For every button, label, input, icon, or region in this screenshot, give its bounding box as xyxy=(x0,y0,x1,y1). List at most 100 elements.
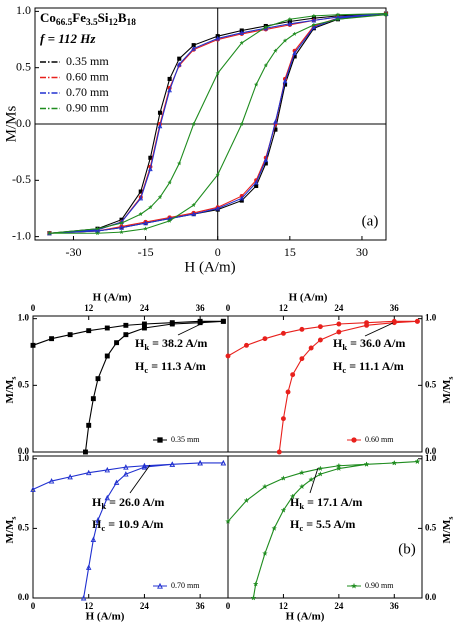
marker xyxy=(239,30,245,35)
subscript: s xyxy=(9,517,18,520)
text-part: = 38.2 A/m xyxy=(149,336,207,350)
marker xyxy=(123,332,129,338)
annotation-arrow xyxy=(309,467,319,494)
subscript: c xyxy=(101,523,105,533)
marker xyxy=(80,594,87,601)
y-tick-label: 1.0 xyxy=(425,453,437,463)
text-part: M/M xyxy=(441,379,453,403)
marker xyxy=(239,195,245,201)
marker xyxy=(167,76,172,82)
marker xyxy=(262,550,268,556)
y-tick-label: 0.5 xyxy=(425,522,437,532)
annotation: Hc = 11.1 A/m xyxy=(333,359,404,375)
annotation-arrow xyxy=(177,321,206,336)
marker xyxy=(335,465,342,472)
marker xyxy=(414,458,421,465)
marker xyxy=(239,198,244,203)
marker xyxy=(317,471,324,477)
marker xyxy=(285,389,291,395)
marker xyxy=(243,497,250,504)
marker xyxy=(46,230,52,236)
marker xyxy=(141,462,148,469)
marker xyxy=(191,202,197,208)
marker xyxy=(67,473,73,480)
marker xyxy=(335,16,341,22)
x-tick-label: 12 xyxy=(279,601,289,611)
x-tick-label: 24 xyxy=(140,601,150,611)
text-part: Si xyxy=(98,10,109,25)
subscript: k xyxy=(101,501,106,511)
panel-label: (b) xyxy=(398,541,416,557)
x-tick-label: 15 xyxy=(284,245,296,259)
marker xyxy=(167,87,172,93)
text-part: Co xyxy=(40,10,56,25)
text-part: H xyxy=(92,517,102,531)
y-axis-label: M/Ms xyxy=(4,377,18,404)
marker xyxy=(263,62,269,68)
annotation: Hk = 36.0 A/m xyxy=(333,336,405,352)
marker xyxy=(336,329,342,335)
marker xyxy=(282,38,288,43)
legend-marker xyxy=(157,437,163,443)
legend-marker xyxy=(351,437,357,443)
legend-label: 0.60 mm xyxy=(365,435,394,444)
x-tick-label: 0 xyxy=(226,601,231,611)
marker xyxy=(298,469,305,476)
annotation: Hc = 5.5 A/m xyxy=(290,517,355,533)
y-axis-label: M/Ms xyxy=(441,517,455,544)
marker xyxy=(272,48,278,53)
y-tick-label: 0.0 xyxy=(425,592,437,602)
y-tick-label: 1.0 xyxy=(18,453,30,463)
marker xyxy=(147,204,153,210)
marker xyxy=(119,220,124,226)
marker xyxy=(299,326,305,332)
marker xyxy=(104,494,111,501)
marker xyxy=(191,121,197,127)
text-part: M/M xyxy=(4,379,16,403)
y-tick-label: 0.5 xyxy=(18,522,30,532)
x-tick-label: 36 xyxy=(196,601,206,611)
marker xyxy=(290,372,296,378)
marker xyxy=(254,183,259,188)
subscript: k xyxy=(144,342,149,352)
x-tick-label: 30 xyxy=(356,245,368,259)
marker xyxy=(141,325,147,331)
legend-label: 0.35 mm xyxy=(171,435,200,444)
annotation: Hk = 26.0 A/m xyxy=(92,495,164,511)
marker xyxy=(287,16,293,22)
marker xyxy=(157,110,163,115)
marker xyxy=(299,356,305,362)
frequency: f = 112 Hz xyxy=(40,31,96,46)
marker xyxy=(169,321,175,327)
marker xyxy=(123,471,129,477)
text-part: H xyxy=(135,336,145,350)
legend-marker xyxy=(157,582,163,589)
x-axis-label: H (A/m) xyxy=(86,611,125,623)
x-tick-label: 0 xyxy=(31,601,36,611)
y-axis-label: M/Ms xyxy=(4,517,18,544)
x-axis-label: H (A/m) xyxy=(93,292,132,304)
marker xyxy=(280,507,287,513)
marker xyxy=(414,318,420,324)
y-tick-label: 0.0 xyxy=(425,446,437,456)
marker xyxy=(95,376,101,382)
marker xyxy=(95,230,100,236)
marker xyxy=(311,22,317,27)
y-axis-label: M/Ms xyxy=(3,106,19,143)
marker xyxy=(263,24,269,30)
marker xyxy=(191,45,196,51)
annotation-arrow xyxy=(364,322,394,337)
marker xyxy=(123,322,129,328)
marker xyxy=(239,121,245,127)
x-tick-label: 12 xyxy=(279,303,289,313)
y-tick-label: 0.5 xyxy=(425,379,437,389)
marker xyxy=(364,322,370,328)
x-axis-label: H (A/m) xyxy=(286,611,325,623)
text-part: H xyxy=(333,336,343,350)
marker xyxy=(138,195,144,201)
marker xyxy=(176,61,182,67)
marker xyxy=(244,342,249,348)
x-tick-label: -30 xyxy=(65,245,81,259)
legend-label: 0.35 mm xyxy=(66,54,109,68)
